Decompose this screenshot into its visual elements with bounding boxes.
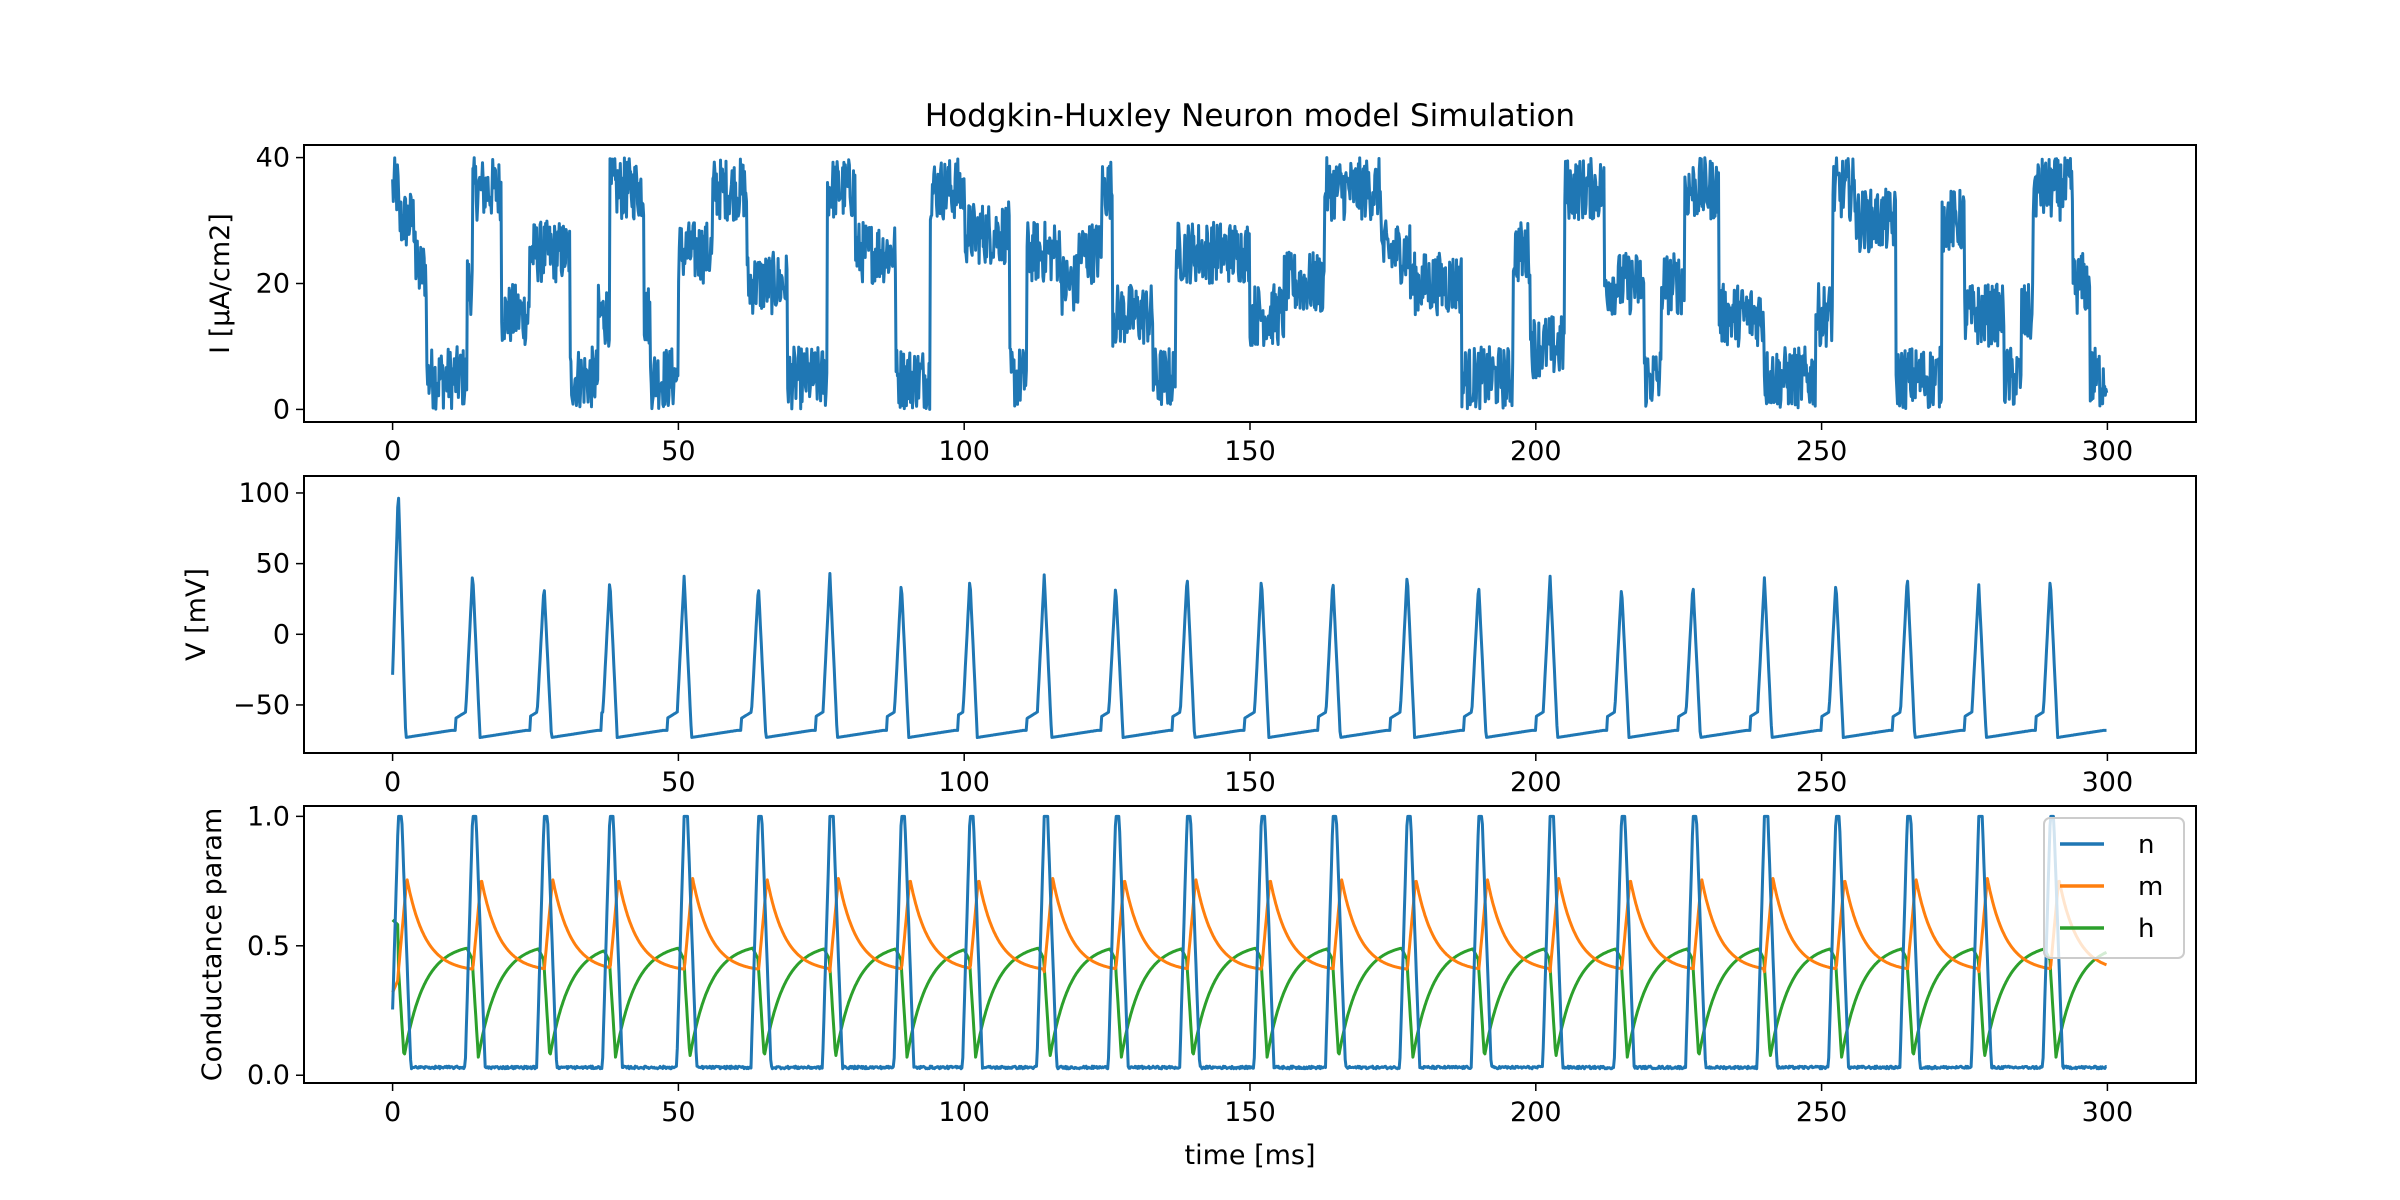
conductance-x-tick-label: 300 xyxy=(2082,1097,2134,1128)
conductance-y-tick-label: 0.0 xyxy=(247,1060,290,1091)
voltage-trace xyxy=(391,496,2108,739)
current-x-tick-label: 250 xyxy=(1796,436,1848,467)
current-x-tick-label: 150 xyxy=(1224,436,1276,467)
conductance-y-tick-label: 0.5 xyxy=(247,931,290,962)
current-y-tick-label: 0 xyxy=(273,394,290,425)
conductance-x-tick-label: 100 xyxy=(938,1097,990,1128)
conductance-panel: 0 50 100 150 200 250 300 0.0 0.5 1.0 Conductance … xyxy=(197,801,2197,1171)
voltage-panel: 0 50 100 150 200 250 300 −50 0 50 100 V [mV] xyxy=(181,475,2197,798)
legend-label-h: h xyxy=(2138,914,2154,944)
voltage-plot-area xyxy=(391,496,2108,739)
n-trace xyxy=(391,814,2108,1071)
current-trace xyxy=(391,156,2109,411)
voltage-x-tick-label: 50 xyxy=(661,767,695,798)
legend: n m h xyxy=(2043,817,2185,959)
legend-label-m: m xyxy=(2138,872,2163,902)
current-y-tick-label: 40 xyxy=(256,143,290,174)
voltage-y-tick-label: 0 xyxy=(273,619,290,650)
voltage-y-tick-label: −50 xyxy=(233,690,290,721)
current-panel: 0 50 100 150 200 250 300 0 20 40 I [µA/cm2] xyxy=(205,143,2197,467)
voltage-y-tick-label: 50 xyxy=(256,549,290,580)
voltage-x-tick-label: 0 xyxy=(384,767,401,798)
voltage-x-tick-label: 300 xyxy=(2082,767,2134,798)
voltage-x-tick-label: 100 xyxy=(938,767,990,798)
chart-title: Hodgkin-Huxley Neuron model Simulation xyxy=(925,98,1575,134)
voltage-x-tick-label: 250 xyxy=(1796,767,1848,798)
conductance-x-tick-label: 200 xyxy=(1510,1097,1562,1128)
current-x-tick-label: 100 xyxy=(938,436,990,467)
conductance-x-tick-label: 150 xyxy=(1224,1097,1276,1128)
conductance-plot-area xyxy=(391,814,2108,1071)
voltage-x-tick-label: 150 xyxy=(1224,767,1276,798)
current-y-axis-label: I [µA/cm2] xyxy=(205,213,236,354)
current-x-tick-label: 50 xyxy=(661,436,695,467)
x-axis-label: time [ms] xyxy=(1184,1140,1315,1171)
voltage-y-tick-label: 100 xyxy=(238,478,290,509)
current-x-tick-label: 0 xyxy=(384,436,401,467)
current-plot-area xyxy=(391,156,2109,411)
conductance-x-tick-label: 250 xyxy=(1796,1097,1848,1128)
h-trace xyxy=(391,918,2108,1059)
conductance-x-tick-label: 0 xyxy=(384,1097,401,1128)
voltage-x-tick-label: 200 xyxy=(1510,767,1562,798)
current-y-tick-label: 20 xyxy=(256,269,290,300)
current-ticks: 0 50 100 150 200 250 300 0 20 40 xyxy=(256,143,2134,467)
legend-label-n: n xyxy=(2138,830,2154,860)
voltage-y-axis-label: V [mV] xyxy=(181,568,212,661)
conductance-ticks: 0 50 100 150 200 250 300 0.0 0.5 1.0 xyxy=(247,801,2133,1128)
legend-box xyxy=(2043,817,2185,959)
conductance-x-tick-label: 50 xyxy=(661,1097,695,1128)
current-x-tick-label: 300 xyxy=(2082,436,2134,467)
voltage-ticks: 0 50 100 150 200 250 300 −50 0 50 100 xyxy=(233,478,2133,798)
current-x-tick-label: 200 xyxy=(1510,436,1562,467)
conductance-y-axis-label: Conductance param xyxy=(197,808,228,1082)
conductance-y-tick-label: 1.0 xyxy=(247,801,290,832)
